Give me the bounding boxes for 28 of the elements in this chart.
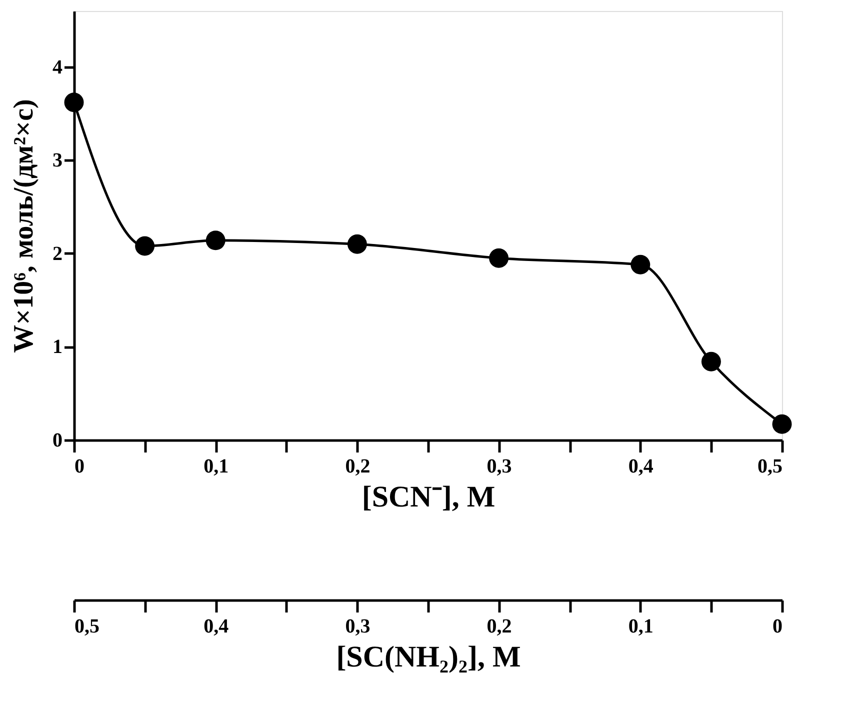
x-tick-label: 0,5: [758, 456, 782, 478]
y-tick-label: 0: [52, 430, 62, 452]
point: [701, 352, 721, 372]
y-tick-label: 4: [52, 56, 62, 78]
x2-tick-label: 0,2: [486, 616, 512, 638]
point: [489, 248, 509, 268]
x2-tick-label: 0,3: [345, 616, 370, 638]
x-tick-label: 0,3: [486, 456, 512, 478]
x2-tick-label: 0: [772, 616, 782, 638]
y-tick-label: 1: [52, 336, 62, 358]
point: [64, 92, 84, 112]
x2-axis-title: [SC(NH₂)₂], M: [336, 640, 521, 674]
y-axis-title: W×10⁶, моль/(дм²×с): [8, 99, 40, 353]
x-tick-label: 0,2: [345, 456, 370, 478]
x-axis-title: [SCN⁻], M: [362, 480, 496, 514]
point: [630, 254, 650, 274]
point: [772, 414, 792, 434]
x2-tick-label: 0,1: [628, 616, 654, 638]
x-tick-label: 0,1: [204, 456, 229, 478]
y-tick-label: 3: [52, 150, 62, 172]
x-tick-label: 0: [74, 456, 84, 478]
point: [347, 234, 367, 254]
point: [206, 230, 226, 250]
point: [135, 236, 155, 256]
y-tick-label: 2: [52, 242, 62, 265]
x-tick-label: 0,4: [628, 456, 654, 478]
x2-tick-label: 0,4: [204, 616, 229, 638]
x2-tick-label: 0,5: [74, 616, 100, 638]
